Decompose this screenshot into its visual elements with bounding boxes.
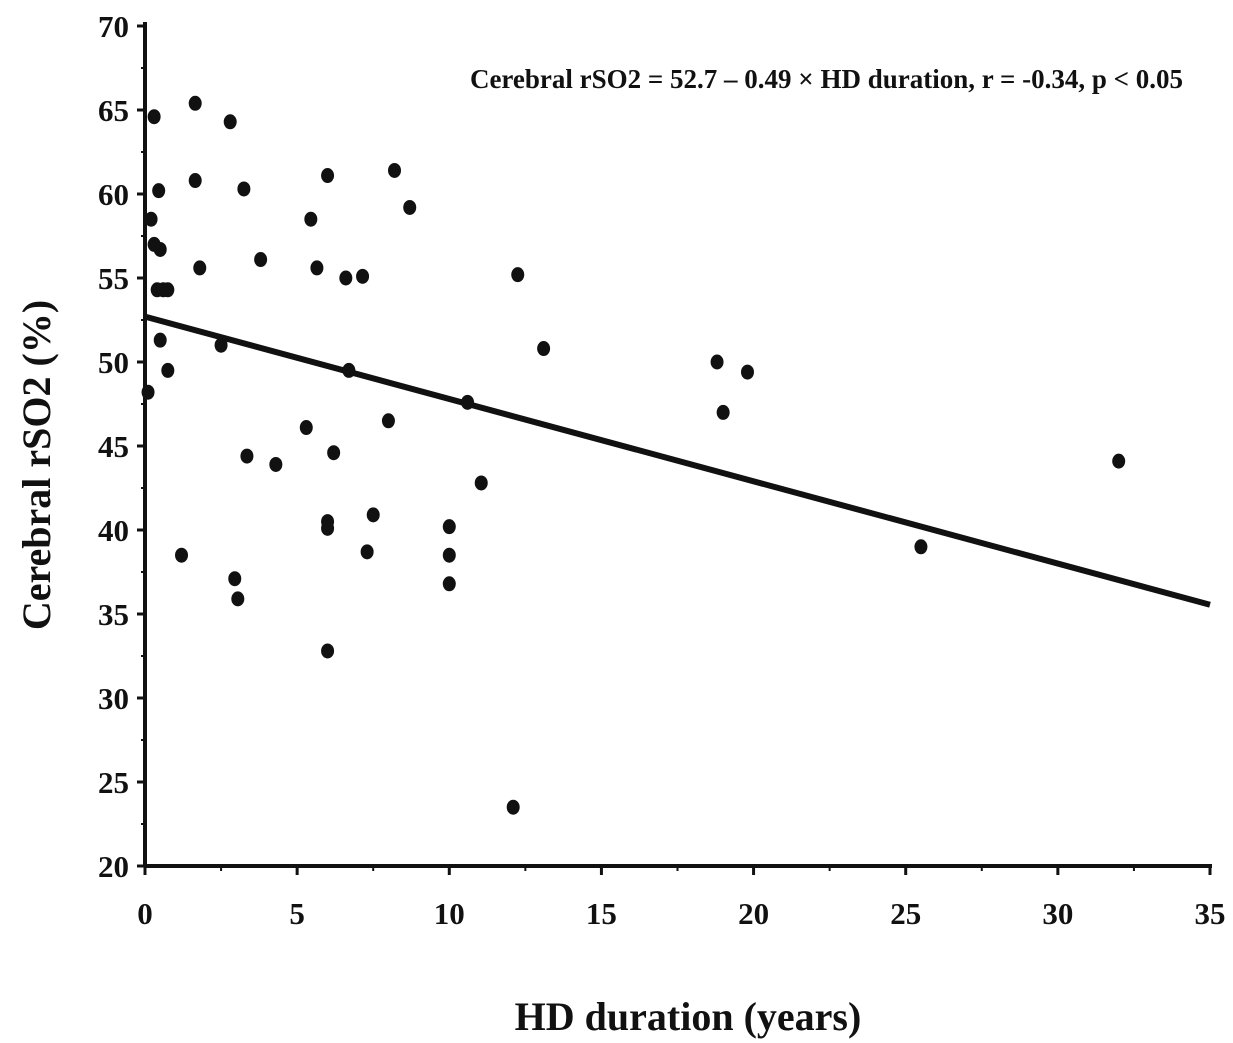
data-point xyxy=(356,268,370,284)
y-tick-label: 70 xyxy=(98,9,129,44)
data-point xyxy=(231,591,245,607)
y-tick-label: 30 xyxy=(98,681,129,716)
data-point xyxy=(388,162,402,178)
axes xyxy=(137,22,1212,875)
data-point xyxy=(506,799,520,815)
data-point xyxy=(161,282,175,298)
x-tick-label: 10 xyxy=(434,896,465,931)
x-tick-label: 15 xyxy=(586,896,617,931)
data-point xyxy=(269,456,283,472)
data-point xyxy=(223,114,237,130)
tick-labels: 20 25 30 35 40 45 50 55 60 65 70 0 5 10 15 20 25 30 35 xyxy=(98,9,1226,931)
x-tick-label: 25 xyxy=(890,896,921,931)
regression-line-group xyxy=(144,313,1211,608)
data-point xyxy=(1112,453,1126,469)
data-point xyxy=(710,354,724,370)
data-point xyxy=(254,252,268,268)
data-point xyxy=(153,332,167,348)
data-point xyxy=(153,241,167,257)
data-point xyxy=(214,337,228,353)
y-tick-label: 45 xyxy=(98,429,129,464)
data-point xyxy=(144,211,158,227)
regression-equation-annotation: Cerebral rSO2 = 52.7 – 0.49 × HD duratio… xyxy=(470,64,1183,94)
data-point xyxy=(442,547,456,563)
data-point xyxy=(342,362,356,378)
data-point xyxy=(299,420,313,436)
data-point xyxy=(188,95,202,111)
x-tick-label: 20 xyxy=(738,896,769,931)
x-tick-label: 30 xyxy=(1042,896,1073,931)
x-tick-label: 5 xyxy=(289,896,305,931)
data-point xyxy=(321,643,335,659)
y-tick-label: 65 xyxy=(98,93,129,128)
data-point xyxy=(461,394,475,410)
x-tick-label: 35 xyxy=(1195,896,1226,931)
data-point xyxy=(310,260,324,276)
data-point xyxy=(240,448,254,464)
data-point xyxy=(474,475,488,491)
data-point xyxy=(442,576,456,592)
data-point xyxy=(327,445,341,461)
y-tick-label: 25 xyxy=(98,765,129,800)
data-point xyxy=(511,267,525,283)
data-point xyxy=(188,173,202,189)
data-point xyxy=(161,362,175,378)
y-tick-label: 55 xyxy=(98,261,129,296)
x-axis-title: HD duration (years) xyxy=(515,994,862,1039)
data-point xyxy=(716,404,730,420)
data-point xyxy=(237,181,251,197)
data-point xyxy=(914,539,928,555)
data-point xyxy=(152,183,166,199)
y-tick-label: 35 xyxy=(98,597,129,632)
data-point xyxy=(403,199,417,215)
data-point xyxy=(175,547,189,563)
y-tick-label: 60 xyxy=(98,177,129,212)
data-point xyxy=(366,507,380,523)
data-point xyxy=(147,109,161,125)
data-point xyxy=(537,341,551,357)
y-axis-title: Cerebral rSO2 (%) xyxy=(14,300,59,630)
data-point xyxy=(321,520,335,536)
data-point xyxy=(442,519,456,535)
regression-line xyxy=(144,313,1211,608)
y-tick-label: 40 xyxy=(98,513,129,548)
data-point xyxy=(141,384,155,400)
data-point xyxy=(304,211,318,227)
data-point xyxy=(228,571,242,587)
data-point xyxy=(193,260,207,276)
y-tick-label: 20 xyxy=(98,849,129,884)
x-tick-label: 0 xyxy=(137,896,153,931)
data-point xyxy=(381,413,395,429)
data-points xyxy=(141,95,1126,815)
y-tick-label: 50 xyxy=(98,345,129,380)
data-point xyxy=(740,364,754,380)
data-point xyxy=(360,544,374,560)
data-point xyxy=(321,168,335,184)
data-point xyxy=(339,270,353,286)
